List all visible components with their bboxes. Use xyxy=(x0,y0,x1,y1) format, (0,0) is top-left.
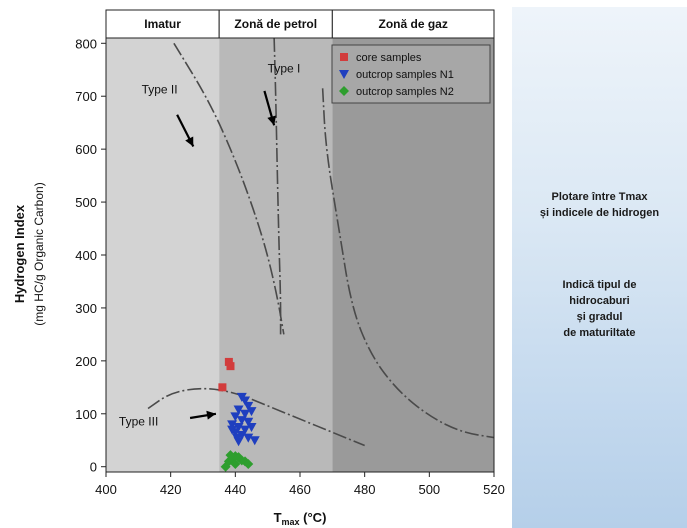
data-point-0-1 xyxy=(226,362,235,371)
y-tick-label-5: 500 xyxy=(75,195,97,210)
x-tick-label-3: 460 xyxy=(289,482,311,497)
x-axis-label: Tmax (°C) xyxy=(274,510,327,527)
data-point-1-11 xyxy=(240,425,251,435)
legend-box xyxy=(331,44,491,104)
zone-header-label-2: Zonă de gaz xyxy=(378,17,447,31)
x-axis-label-main: T xyxy=(274,510,282,525)
data-point-1-18 xyxy=(227,425,238,435)
y-tick-label-2: 200 xyxy=(75,354,97,369)
kerogen-type-curves xyxy=(147,37,495,447)
curve-0 xyxy=(273,37,282,335)
x-axis-label-sub: max xyxy=(282,517,300,527)
sample-points xyxy=(218,357,260,472)
data-point-1-3 xyxy=(233,405,244,415)
data-point-2-7 xyxy=(243,459,254,470)
zone-band-0 xyxy=(106,38,220,472)
data-point-0-0 xyxy=(224,357,233,366)
legend-marker-0 xyxy=(340,53,348,61)
data-point-2-8 xyxy=(230,459,241,470)
data-point-1-9 xyxy=(227,420,238,430)
curve-3 xyxy=(321,88,495,439)
data-point-1-16 xyxy=(249,436,260,446)
data-point-2-9 xyxy=(225,450,236,461)
legend-marker-1 xyxy=(339,70,349,79)
curve-arrows xyxy=(176,90,277,420)
curve-1 xyxy=(173,42,285,335)
curve-labels: Type I Type II Type III xyxy=(119,61,300,428)
data-point-1-10 xyxy=(233,423,244,433)
y-axis-label: Hydrogen Index xyxy=(12,204,27,303)
side-panel-description: Indică tipul de hidrocaburi și gradul de… xyxy=(562,279,637,339)
zone-header-cell-2 xyxy=(331,9,495,39)
hydrogen-index-chart: Imatur Zonă de petrol Zonă de gaz 400 420 44… xyxy=(12,9,505,527)
data-point-1-15 xyxy=(243,433,254,443)
data-point-1-12 xyxy=(246,423,257,433)
y-tick-label-3: 300 xyxy=(75,301,97,316)
x-tick-label-1: 420 xyxy=(160,482,182,497)
x-tick-label-6: 520 xyxy=(483,482,505,497)
x-tick-label-0: 400 xyxy=(95,482,117,497)
data-point-1-6 xyxy=(230,412,241,422)
side-panel-title: Plotare între Tmax și indicele de hidrog… xyxy=(539,191,660,219)
data-point-1-2 xyxy=(243,401,254,411)
zone-header-label-0: Imatur xyxy=(144,17,181,31)
y-tick-label-8: 800 xyxy=(75,36,97,51)
y-tick-label-6: 600 xyxy=(75,142,97,157)
legend-marker-2 xyxy=(339,86,349,96)
curve-label-1: Type II xyxy=(142,83,178,97)
x-tick-label-5: 500 xyxy=(418,482,440,497)
data-point-1-1 xyxy=(240,396,251,406)
x-axis-label-unit: (°C) xyxy=(300,510,327,525)
arrow-head-0 xyxy=(267,115,277,126)
data-point-1-14 xyxy=(236,430,247,440)
y-axis-sublabel: (mg HC/g Organic Carbon) xyxy=(32,182,46,325)
zone-band-2 xyxy=(332,38,494,472)
zone-header-cell-0 xyxy=(105,9,220,39)
data-point-1-8 xyxy=(243,417,254,427)
y-tick-label-4: 400 xyxy=(75,248,97,263)
curve-label-2: Type III xyxy=(119,414,158,428)
zone-header-label-1: Zonă de petrol xyxy=(234,17,317,31)
x-tick-label-4: 480 xyxy=(354,482,376,497)
arrow-head-2 xyxy=(206,410,216,420)
y-tick-label-1: 100 xyxy=(75,407,97,422)
legend-label-2: outcrop samples N2 xyxy=(356,86,454,98)
curve-2 xyxy=(147,387,365,447)
curve-label-0: Type I xyxy=(268,61,301,75)
maturity-zones xyxy=(106,38,494,472)
side-panel: Plotare între Tmax și indicele de hidrog… xyxy=(512,7,687,528)
data-point-0-2 xyxy=(218,383,227,392)
x-tick-label-2: 440 xyxy=(224,482,246,497)
y-tick-label-7: 700 xyxy=(75,89,97,104)
data-point-1-19 xyxy=(231,433,242,443)
y-tick-label-0: 0 xyxy=(90,460,97,475)
data-point-1-5 xyxy=(246,407,257,417)
legend-label-0: core samples xyxy=(356,52,422,64)
data-point-1-4 xyxy=(240,409,251,419)
legend-label-1: outcrop samples N1 xyxy=(356,69,454,81)
arrow-head-1 xyxy=(185,136,194,147)
axes: 400 420 440 460 480 500 520 0 100 200 300 400 500 600… xyxy=(75,36,505,497)
zone-header: Imatur Zonă de petrol Zonă de gaz xyxy=(105,9,495,39)
legend: core samples outcrop samples N1 outcrop sa… xyxy=(331,44,491,104)
